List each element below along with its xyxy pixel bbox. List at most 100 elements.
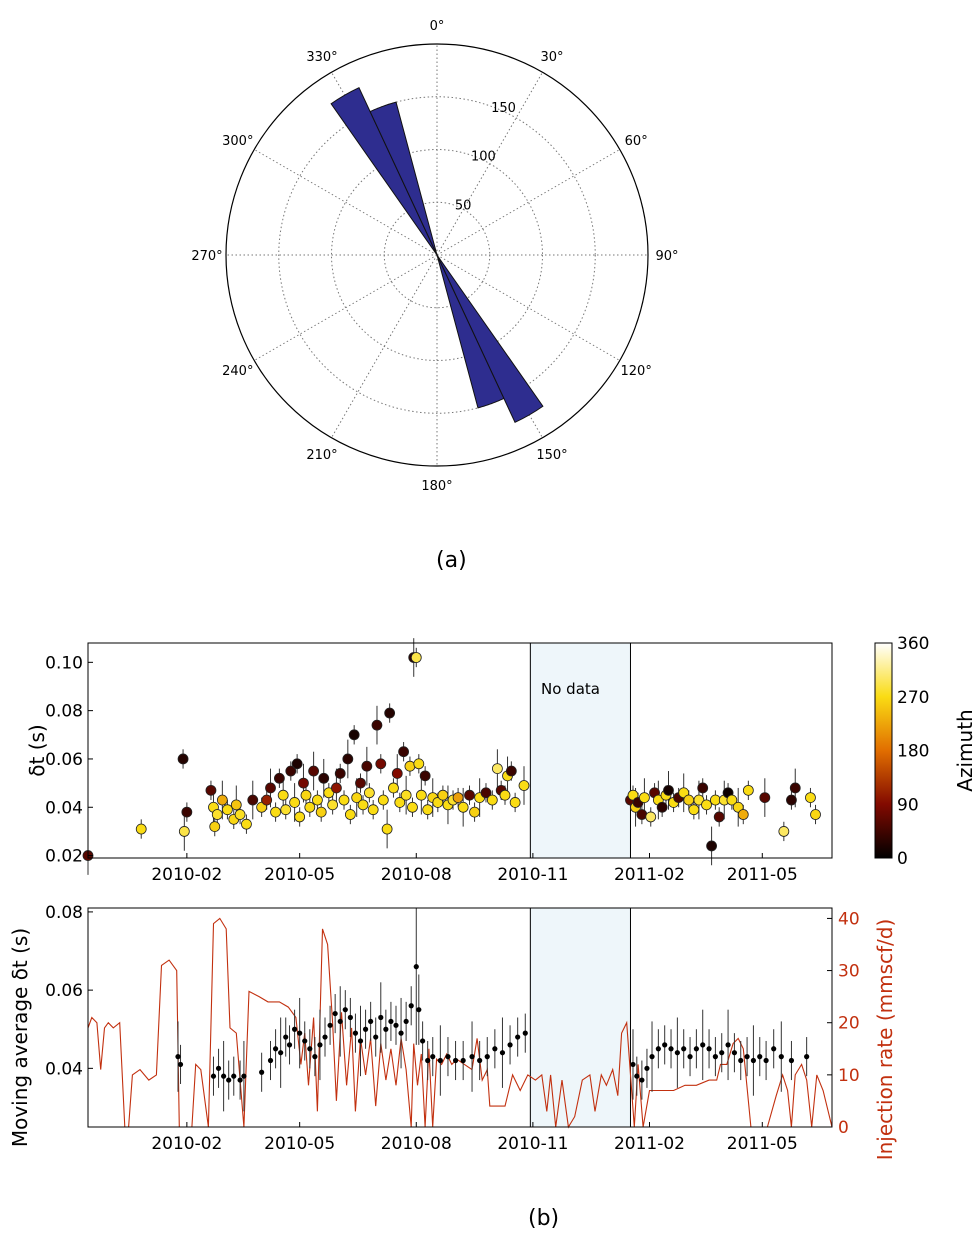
data-point xyxy=(400,789,412,801)
moving-average-point xyxy=(639,1077,645,1083)
data-point xyxy=(706,840,717,852)
moving-average-point xyxy=(175,1054,181,1060)
colorbar-tick-label: 360 xyxy=(897,634,929,654)
data-point xyxy=(415,789,427,801)
angle-tick-label: 60° xyxy=(625,134,648,149)
data-point xyxy=(391,768,403,779)
moving-average-point xyxy=(278,1050,284,1056)
moving-average-point xyxy=(332,1010,338,1017)
data-point xyxy=(786,794,797,806)
colorbar-tick-label: 180 xyxy=(897,742,929,762)
moving-average-point xyxy=(681,1046,687,1052)
data-point xyxy=(505,765,517,777)
colorbar-tick-label: 270 xyxy=(897,688,929,708)
moving-average-point xyxy=(398,1030,404,1036)
data-point xyxy=(298,777,309,789)
x-tick-label: 2010-05 xyxy=(264,865,335,885)
data-point xyxy=(410,652,422,663)
polar-outer-circle xyxy=(225,43,649,467)
y-tick-label: 0.04 xyxy=(45,1059,83,1079)
data-point xyxy=(294,811,306,823)
moving-average-point xyxy=(241,1073,247,1079)
moving-average-point xyxy=(469,1054,475,1060)
moving-average-point xyxy=(221,1073,227,1079)
moving-average-point xyxy=(445,1054,451,1060)
data-point xyxy=(241,818,252,830)
moving-average-point xyxy=(317,1042,323,1048)
angle-tick-label: 0° xyxy=(430,19,445,34)
moving-average-point xyxy=(700,1042,706,1048)
moving-average-point xyxy=(712,1054,718,1060)
y-tick-label: 0.06 xyxy=(45,981,83,1001)
data-point xyxy=(683,794,695,806)
moving-average-point xyxy=(655,1046,661,1052)
angle-tick-label: 90° xyxy=(655,249,678,264)
moving-average-point xyxy=(286,1042,293,1048)
moving-average-point xyxy=(662,1042,668,1048)
moving-average-point xyxy=(413,964,419,970)
data-point xyxy=(312,794,323,806)
data-point xyxy=(384,707,396,719)
moving-average-point xyxy=(460,1057,466,1064)
moving-average-point xyxy=(237,1077,243,1083)
data-point xyxy=(693,794,705,806)
injection-rate-line xyxy=(87,917,833,1129)
data-point xyxy=(639,792,650,804)
scatter-chart: 0.02 0.04 0.06 0.08 0.10 2010-02 2010-05 2010-0… xyxy=(25,638,833,885)
rose-bar xyxy=(436,254,505,409)
moving-average-point xyxy=(693,1046,699,1052)
data-point xyxy=(499,789,511,801)
x-tick-label: 2010-02 xyxy=(151,1134,222,1154)
data-point xyxy=(742,784,754,796)
angular-grid-line xyxy=(254,149,438,256)
angular-grid-line xyxy=(254,254,438,361)
data-point xyxy=(737,809,749,820)
moving-average-point xyxy=(291,1026,298,1032)
data-point xyxy=(265,782,276,794)
data-point xyxy=(726,794,738,806)
x-tick-label: 2010-08 xyxy=(381,865,452,885)
moving-average-point xyxy=(668,1046,674,1052)
rose-bar xyxy=(436,254,544,423)
moving-average-point xyxy=(373,1034,379,1040)
data-point xyxy=(357,799,369,811)
moving-average-point xyxy=(757,1054,763,1060)
y-right-tick-label: 20 xyxy=(838,1014,860,1034)
moving-average-point xyxy=(267,1057,274,1064)
angle-tick-label: 210° xyxy=(306,448,337,463)
x-tick-label: 2010-05 xyxy=(264,1134,335,1154)
panel-b-label: (b) xyxy=(528,1206,559,1231)
data-point xyxy=(280,804,292,816)
y-tick-label: 0.04 xyxy=(45,798,83,818)
moving-average-point xyxy=(744,1054,750,1060)
moving-average-point xyxy=(731,1050,738,1056)
y-right-tick-label: 40 xyxy=(838,909,860,929)
data-point xyxy=(135,823,147,835)
angular-grid-line xyxy=(331,254,438,438)
data-point xyxy=(413,758,425,770)
y-tick-label: 0.10 xyxy=(45,653,83,673)
data-point xyxy=(789,782,801,794)
data-point xyxy=(697,782,709,794)
moving-average-point xyxy=(771,1046,777,1052)
data-point xyxy=(277,789,289,801)
moving-average-point xyxy=(778,1054,784,1060)
angle-tick-label: 270° xyxy=(191,249,222,264)
colorbar-bar xyxy=(874,642,893,859)
x-tick-label: 2010-11 xyxy=(497,865,568,885)
data-point xyxy=(688,804,700,816)
data-point xyxy=(491,763,503,775)
y-axis-label: δt (s) xyxy=(25,724,49,776)
data-point xyxy=(261,794,273,806)
angle-tick-label: 300° xyxy=(222,134,253,149)
colorbar-tick-label: 0 xyxy=(897,849,908,869)
moving-average-point xyxy=(416,1007,422,1013)
moving-average-point xyxy=(425,1057,431,1064)
data-point xyxy=(452,792,464,804)
angle-tick-label: 330° xyxy=(306,50,337,65)
data-point xyxy=(348,729,360,741)
data-point xyxy=(645,811,657,823)
x-tick-label: 2010-11 xyxy=(497,1134,568,1154)
angle-tick-label: 150° xyxy=(536,448,567,463)
data-point xyxy=(457,801,469,813)
